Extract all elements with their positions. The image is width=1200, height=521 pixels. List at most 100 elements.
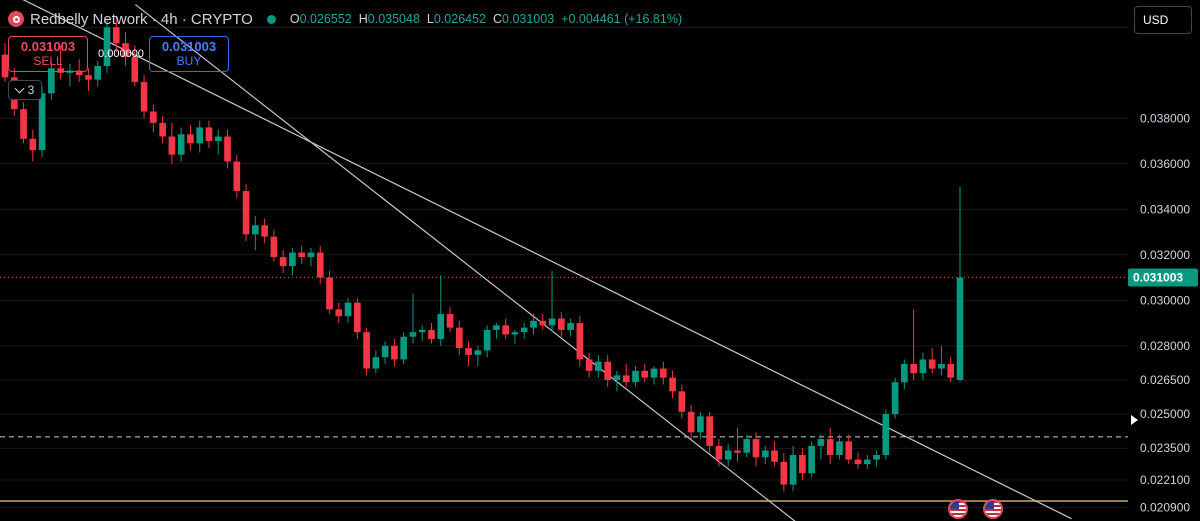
- price-axis: 0.0420000.0380000.0360000.0340000.032000…: [1128, 20, 1198, 514]
- candle-body: [557, 318, 565, 330]
- trendline: [134, 4, 796, 521]
- candle-body: [187, 134, 194, 144]
- close-value: 0.031003: [502, 12, 555, 26]
- price-tick-label: 0.026500: [1140, 373, 1190, 387]
- price-tick-label: 0.028000: [1140, 339, 1190, 353]
- us-flag-event-icon[interactable]: [948, 499, 968, 519]
- candle-body: [381, 345, 389, 358]
- candle-body: [112, 27, 120, 44]
- candle-body: [483, 329, 491, 351]
- candle-body: [316, 252, 324, 278]
- spread-value: 0.000000: [98, 48, 144, 60]
- candle-body: [891, 382, 899, 415]
- candle-body: [632, 370, 639, 383]
- candle-body: [85, 75, 92, 80]
- candle-body: [919, 359, 927, 374]
- high-value: 0.035048: [367, 12, 420, 26]
- candle-body: [168, 136, 176, 155]
- us-flag-event-icon[interactable]: [983, 499, 1003, 519]
- candle-body: [650, 368, 658, 378]
- candle-body: [214, 136, 222, 142]
- candle-body: [613, 375, 621, 380]
- candle-body: [520, 327, 528, 333]
- candle-body: [567, 323, 574, 330]
- candle-body: [585, 359, 593, 371]
- candle-body: [131, 56, 139, 82]
- candle-body: [103, 27, 111, 66]
- price-tick-label: 0.036000: [1140, 157, 1190, 171]
- candle-body: [799, 455, 806, 474]
- indicators-count: 3: [27, 83, 35, 97]
- candle-body: [826, 439, 834, 456]
- candle-body: [938, 364, 945, 369]
- candle-body: [576, 323, 584, 360]
- candle-body: [697, 416, 704, 433]
- candle-body: [530, 320, 537, 328]
- redbelly-logo-icon: [8, 11, 24, 27]
- last-price-badge: [1128, 268, 1198, 287]
- buy-price: 0.031003: [161, 39, 217, 54]
- open-value: 0.026552: [299, 12, 352, 26]
- candle-body: [409, 332, 417, 337]
- candle-body: [391, 345, 398, 360]
- candle-body: [242, 191, 250, 235]
- price-tick-label: 0.034000: [1140, 202, 1190, 216]
- candle-body: [845, 441, 853, 460]
- candle-body: [854, 459, 862, 465]
- candle-body: [446, 313, 454, 328]
- market-open-dot-icon: [266, 14, 276, 24]
- scroll-to-latest-arrow-icon[interactable]: [1131, 415, 1138, 425]
- candle-body: [687, 411, 695, 433]
- candle-body: [335, 309, 343, 317]
- buy-button[interactable]: 0.031003 BUY: [149, 36, 229, 72]
- candle-body: [159, 122, 166, 137]
- candle-body: [539, 320, 547, 326]
- candle-body: [372, 357, 380, 369]
- candle-body: [641, 370, 649, 378]
- candle-body: [780, 461, 788, 485]
- candle-body: [455, 327, 463, 349]
- candle-body: [57, 68, 64, 73]
- candle-body: [75, 70, 83, 76]
- indicators-toggle-button[interactable]: 3: [8, 80, 42, 100]
- candle-body: [706, 416, 713, 446]
- symbol-title[interactable]: Redbelly Network · 4h · CRYPTO: [30, 10, 253, 28]
- sell-button[interactable]: 0.031003 SELL: [8, 36, 88, 72]
- candle-body: [724, 450, 732, 460]
- candle-body: [502, 325, 510, 335]
- currency-select[interactable]: USD: [1134, 6, 1192, 34]
- candle-body: [1, 54, 9, 78]
- price-tick-label: 0.038000: [1140, 111, 1190, 125]
- candle-body: [474, 350, 482, 355]
- candle-body: [595, 361, 602, 371]
- grid: [0, 26, 1128, 508]
- candle-body: [910, 364, 917, 374]
- candle-body: [789, 455, 797, 485]
- candle-body: [224, 136, 231, 162]
- candle-body: [177, 134, 185, 155]
- candle-body: [669, 377, 676, 392]
- candle-body: [901, 364, 908, 383]
- price-tick-label: 0.023500: [1140, 441, 1190, 455]
- last-price-label: 0.031003: [1133, 270, 1183, 284]
- low-value: 0.026452: [433, 12, 486, 26]
- candle-body: [817, 439, 825, 446]
- price-tick-label: 0.025000: [1140, 407, 1190, 421]
- candle-body: [956, 277, 964, 380]
- candle-body: [20, 109, 27, 139]
- candle-body: [465, 348, 472, 355]
- candle-body: [743, 439, 751, 453]
- candle-body: [270, 236, 278, 258]
- candle-body: [752, 439, 760, 458]
- candle-body: [48, 68, 55, 94]
- candle-body: [400, 336, 408, 360]
- chevron-down-icon: [14, 83, 25, 94]
- candle-body: [418, 329, 426, 333]
- candles: [1, 15, 964, 492]
- candle-body: [233, 161, 241, 192]
- candle-body: [734, 450, 741, 453]
- candle-body: [836, 441, 843, 456]
- candle-body: [659, 368, 667, 378]
- price-tick-label: 0.030000: [1140, 293, 1190, 307]
